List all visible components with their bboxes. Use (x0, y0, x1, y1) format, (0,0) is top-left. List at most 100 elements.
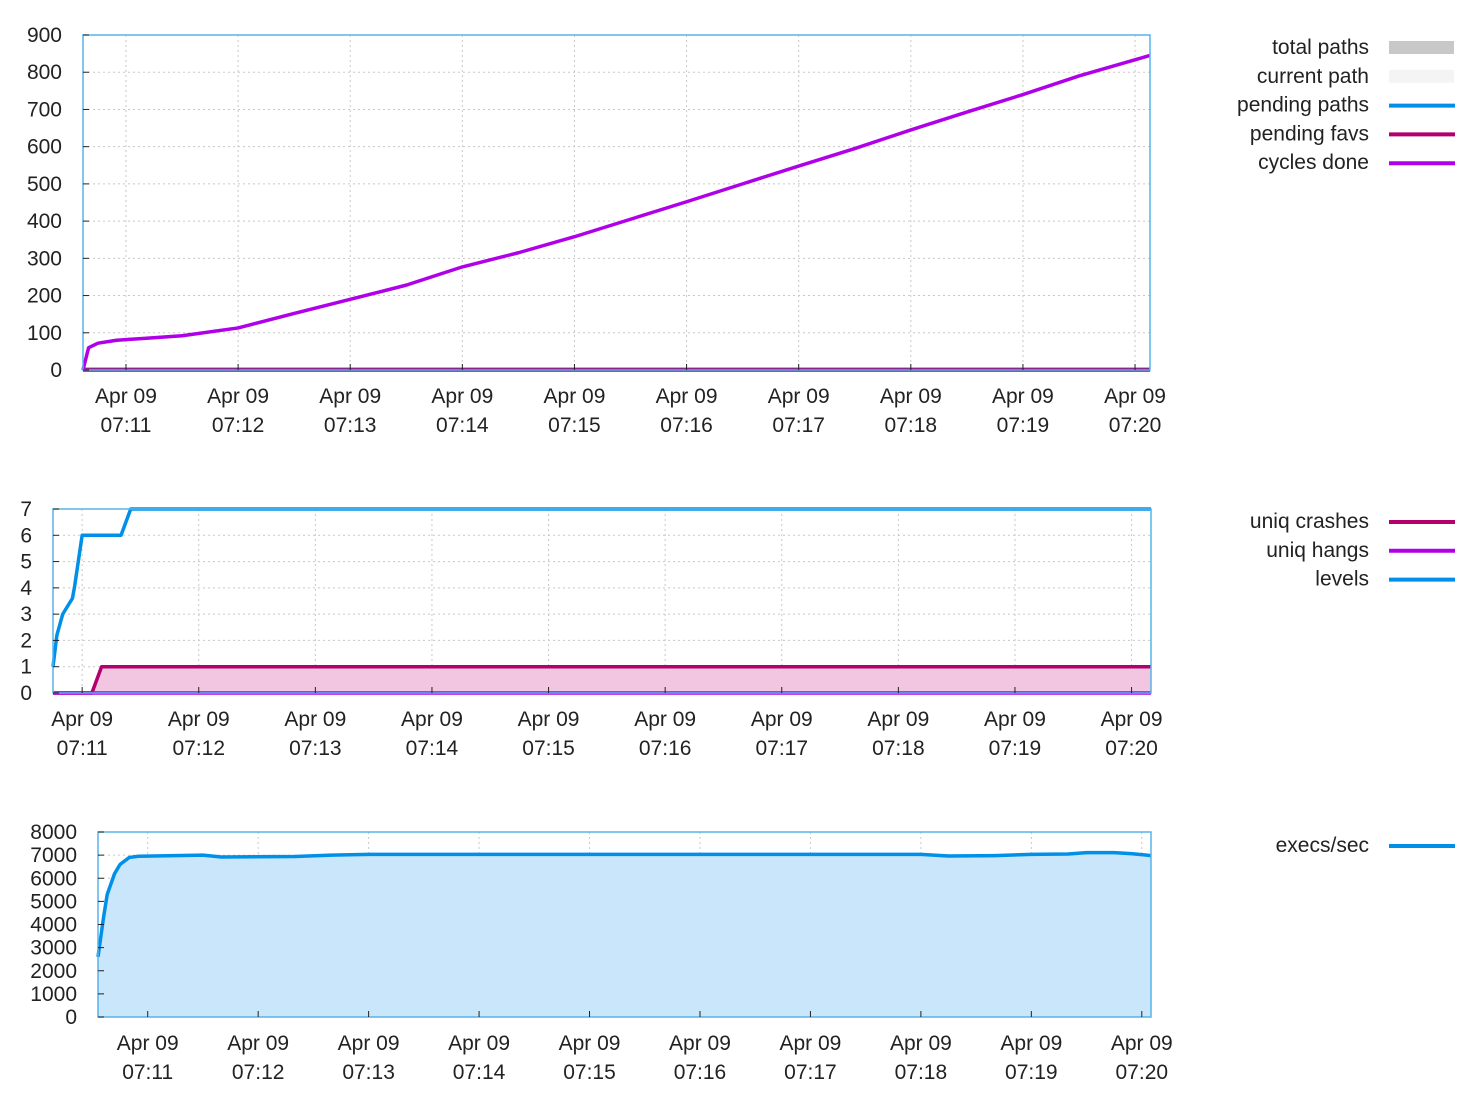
y-tick-label: 6000 (30, 867, 77, 890)
x-tick-label-date: Apr 09 (656, 385, 718, 408)
x-tick-label-date: Apr 09 (559, 1032, 621, 1055)
plot-frame (52, 508, 1152, 694)
x-tick-label-date: Apr 09 (992, 385, 1054, 408)
legend-paths: total paths current path pending paths pend… (1237, 36, 1455, 174)
x-tick-label-time: 07:14 (436, 414, 489, 437)
y-tick-label: 800 (27, 61, 62, 84)
x-tick-label-date: Apr 09 (207, 385, 269, 408)
y-tick-label: 7 (20, 498, 32, 521)
plot-frame (82, 34, 1151, 371)
x-tick-label-time: 07:16 (674, 1061, 727, 1084)
x-tick-label-date: Apr 09 (284, 708, 346, 731)
legend-label: levels (1315, 568, 1369, 591)
x-tick-label-date: Apr 09 (880, 385, 942, 408)
x-tick-label-time: 07:18 (885, 414, 938, 437)
series-cycles-done (81, 53, 1151, 371)
x-tick-label-time: 07:20 (1116, 1061, 1169, 1084)
legend-swatch (1389, 69, 1454, 83)
x-tick-label-date: Apr 09 (1104, 385, 1166, 408)
x-tick-label-time: 07:15 (548, 414, 601, 437)
legend-crashes: uniq crashes uniq hangs levels (1250, 510, 1455, 591)
x-tick-label-date: Apr 09 (319, 385, 381, 408)
x-tick-label-time: 07:18 (895, 1061, 948, 1084)
y-tick-label: 400 (27, 210, 62, 233)
x-tick-label-date: Apr 09 (867, 708, 929, 731)
x-tick-label-time: 07:12 (172, 737, 225, 760)
y-tick-label: 2 (20, 629, 32, 652)
x-tick-label-date: Apr 09 (779, 1032, 841, 1055)
x-tick-label-date: Apr 09 (227, 1032, 289, 1055)
legend-label: cycles done (1258, 151, 1369, 174)
x-tick-label-time: 07:20 (1109, 414, 1162, 437)
x-tick-label-time: 07:14 (406, 737, 459, 760)
x-tick-label-date: Apr 09 (768, 385, 830, 408)
legend-label: total paths (1272, 36, 1369, 59)
x-tick-label-date: Apr 09 (95, 385, 157, 408)
y-tick-label: 4 (20, 577, 32, 600)
x-tick-label-time: 07:11 (122, 1061, 173, 1084)
x-tick-label-date: Apr 09 (338, 1032, 400, 1055)
x-tick-label-time: 07:17 (755, 737, 808, 760)
y-tick-label: 900 (27, 24, 62, 47)
legend-label: uniq crashes (1250, 510, 1369, 533)
series-uniq-crashes (53, 664, 1151, 695)
x-axis-crashes: Apr 09 07:11 Apr 09 07:12 Apr 09 07:13 Apr 09 0… (51, 687, 1163, 760)
x-tick-label-time: 07:11 (57, 737, 108, 760)
x-tick-label-date: Apr 09 (1111, 1032, 1173, 1055)
y-tick-label: 6 (20, 524, 32, 547)
grid-paths (83, 34, 1150, 371)
x-tick-label-time: 07:16 (639, 737, 692, 760)
y-tick-label: 200 (27, 285, 62, 308)
x-tick-label-time: 07:11 (100, 414, 151, 437)
series-levels (51, 507, 1151, 667)
legend-label: pending favs (1250, 122, 1369, 145)
y-tick-label: 1000 (30, 983, 77, 1006)
y-tick-label: 7000 (30, 844, 77, 867)
x-tick-label-date: Apr 09 (751, 708, 813, 731)
x-axis-paths: Apr 09 07:11 Apr 09 07:12 Apr 09 07:13 Apr 09 0… (95, 364, 1166, 437)
x-tick-label-date: Apr 09 (117, 1032, 179, 1055)
y-axis-crashes: 0 1 2 3 4 5 6 7 (20, 498, 59, 705)
x-tick-label-time: 07:12 (212, 414, 265, 437)
x-tick-label-time: 07:15 (563, 1061, 616, 1084)
y-axis-paths: 0 100 200 300 400 500 600 700 800 900 (27, 24, 89, 382)
y-tick-label: 0 (65, 1006, 77, 1029)
x-tick-label-time: 07:12 (232, 1061, 285, 1084)
y-tick-label: 5 (20, 551, 32, 574)
x-tick-label-time: 07:18 (872, 737, 925, 760)
x-tick-label-time: 07:19 (997, 414, 1050, 437)
x-axis-execs: Apr 09 07:11 Apr 09 07:12 Apr 09 07:13 Apr 09 0… (117, 1011, 1173, 1084)
chart-crashes: 0 1 2 3 4 5 6 7 Apr 09 07:11 Apr 09 07:12 Apr 09 07:1… (20, 498, 1455, 760)
x-tick-label-time: 07:13 (289, 737, 342, 760)
x-tick-label-date: Apr 09 (401, 708, 463, 731)
x-tick-label-date: Apr 09 (890, 1032, 952, 1055)
y-tick-label: 500 (27, 173, 62, 196)
y-tick-label: 600 (27, 136, 62, 159)
x-tick-label-time: 07:14 (453, 1061, 506, 1084)
legend-swatch (1389, 41, 1454, 54)
x-tick-label-date: Apr 09 (544, 385, 606, 408)
series-line (51, 507, 1151, 667)
y-tick-label: 8000 (30, 821, 77, 844)
x-tick-label-time: 07:13 (324, 414, 377, 437)
x-tick-label-time: 07:15 (522, 737, 575, 760)
area-fill (53, 666, 1151, 693)
y-tick-label: 5000 (30, 890, 77, 913)
legend-execs: execs/sec (1276, 834, 1455, 857)
legend-label: current path (1257, 65, 1369, 88)
series-line (96, 850, 1152, 958)
legend-label: uniq hangs (1266, 539, 1369, 562)
x-tick-label-time: 07:20 (1105, 737, 1158, 760)
x-tick-label-date: Apr 09 (431, 385, 493, 408)
y-tick-label: 4000 (30, 914, 77, 937)
x-tick-label-date: Apr 09 (518, 708, 580, 731)
y-tick-label: 3 (20, 603, 32, 626)
x-tick-label-time: 07:16 (660, 414, 713, 437)
y-tick-label: 2000 (30, 960, 77, 983)
y-tick-label: 300 (27, 247, 62, 270)
x-tick-label-time: 07:19 (1005, 1061, 1058, 1084)
